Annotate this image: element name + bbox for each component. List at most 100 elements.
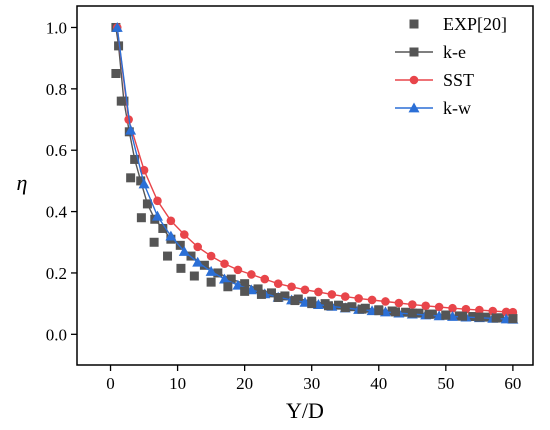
x-axis-title: Y/D	[286, 398, 324, 423]
data-point	[401, 307, 411, 317]
data-point	[136, 176, 146, 186]
data-point	[233, 265, 243, 275]
data-point	[273, 292, 283, 302]
data-point	[189, 271, 199, 281]
series-k-e	[111, 22, 518, 323]
data-point	[323, 301, 333, 311]
data-point	[178, 245, 190, 256]
legend-label: SST	[443, 70, 474, 90]
data-point	[334, 300, 344, 310]
data-point	[193, 242, 203, 252]
data-point	[111, 21, 123, 32]
data-point	[165, 230, 177, 241]
data-point	[407, 300, 417, 309]
data-point	[138, 178, 150, 189]
series-sst	[112, 23, 518, 317]
plot-frame	[76, 5, 534, 366]
data-point	[223, 282, 233, 292]
data-point	[347, 302, 357, 312]
data-point	[166, 216, 176, 226]
data-point	[340, 292, 350, 301]
legend: EXP[20] k-e SST k-w	[395, 14, 507, 118]
data-point	[206, 277, 216, 287]
data-point	[126, 173, 136, 183]
legend-entry: k-w	[395, 98, 471, 118]
legend-entry: k-e	[395, 42, 466, 62]
series-exp-20-	[111, 69, 518, 324]
data-point	[111, 69, 121, 79]
data-point	[327, 290, 337, 299]
data-point	[240, 279, 250, 289]
data-point	[354, 294, 363, 303]
legend-marker	[408, 102, 420, 113]
y-tick-label: 0.6	[46, 141, 67, 160]
data-point	[163, 251, 173, 261]
legend-label: EXP[20]	[443, 14, 507, 34]
data-point	[192, 256, 204, 267]
data-point	[266, 288, 276, 298]
y-tick-label: 0.0	[46, 325, 67, 344]
data-point	[508, 314, 518, 324]
data-point	[125, 124, 137, 135]
data-point	[290, 296, 300, 306]
data-point	[314, 287, 323, 297]
data-point	[130, 154, 140, 164]
data-point	[151, 210, 163, 221]
data-point	[475, 305, 484, 315]
data-point	[474, 312, 484, 322]
data-point	[374, 306, 384, 316]
data-point	[139, 165, 149, 175]
data-point	[179, 230, 189, 239]
x-axis-ticks: 0 10 20 30 40 50 60	[106, 365, 521, 393]
data-point	[421, 301, 431, 311]
data-point	[206, 251, 216, 261]
data-point	[149, 237, 159, 247]
data-point	[153, 196, 162, 206]
legend-entry: SST	[395, 70, 474, 90]
data-point	[307, 299, 317, 309]
data-point	[481, 312, 491, 322]
data-point	[240, 286, 250, 296]
data-point	[205, 265, 217, 276]
data-point	[213, 268, 223, 278]
legend-marker	[409, 19, 419, 29]
data-point	[414, 308, 424, 318]
data-point	[176, 263, 186, 273]
data-point	[158, 223, 168, 233]
data-point	[226, 274, 236, 284]
y-axis-title: η	[17, 170, 28, 195]
data-point	[136, 213, 146, 223]
y-tick-label: 1.0	[46, 18, 67, 37]
data-point	[300, 285, 310, 295]
x-tick-label: 0	[106, 374, 115, 393]
data-point	[247, 270, 256, 279]
data-point	[434, 302, 444, 312]
data-point	[491, 313, 501, 323]
data-point	[273, 279, 283, 288]
data-point	[287, 282, 296, 292]
x-tick-label: 60	[504, 374, 521, 393]
data-point	[468, 312, 478, 322]
data-point	[175, 240, 185, 250]
x-tick-label: 40	[370, 374, 387, 393]
data-point	[220, 259, 229, 269]
data-point	[260, 274, 270, 284]
data-point	[256, 289, 266, 299]
data-point	[501, 307, 511, 317]
legend-label: k-e	[443, 42, 466, 62]
data-point	[340, 303, 350, 313]
data-point	[114, 41, 124, 51]
data-point	[461, 304, 471, 314]
data-point	[394, 298, 404, 308]
data-point	[253, 284, 263, 294]
data-point	[280, 291, 290, 301]
data-point	[142, 199, 152, 209]
data-point	[441, 310, 451, 320]
y-tick-label: 0.2	[46, 264, 67, 283]
data-point	[424, 309, 434, 319]
legend-entry: EXP[20]	[409, 14, 507, 34]
data-point	[381, 297, 390, 306]
x-tick-label: 30	[303, 374, 320, 393]
legend-label: k-w	[443, 98, 471, 118]
